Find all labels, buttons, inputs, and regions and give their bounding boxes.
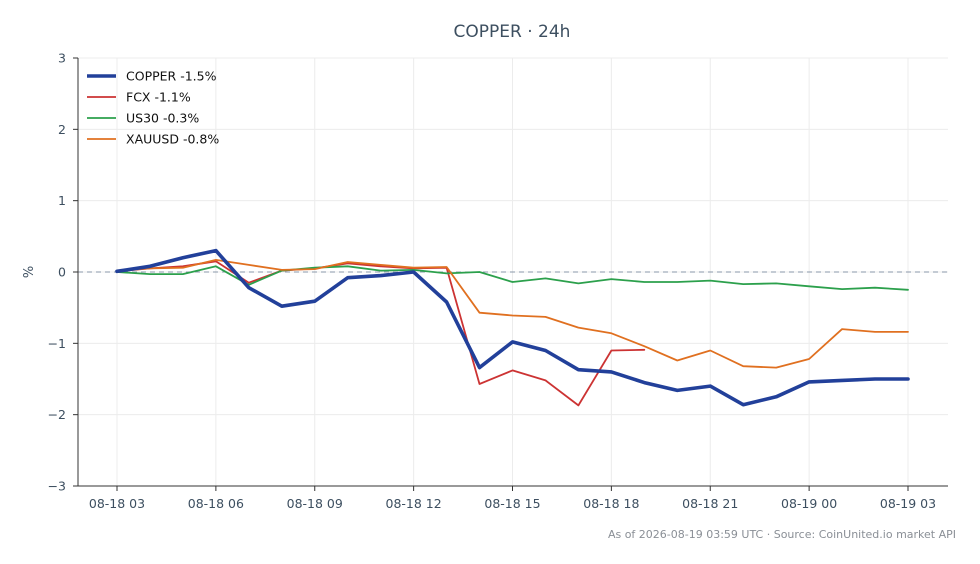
y-axis-label: %	[22, 266, 37, 278]
x-tick-label: 08-19 03	[880, 496, 936, 511]
series-line-fcx	[116, 260, 646, 407]
y-tick-label: 2	[58, 122, 66, 137]
y-tick-label: 1	[58, 193, 66, 208]
x-tick-label: 08-19 00	[781, 496, 837, 511]
x-tick-label: 08-18 18	[583, 496, 639, 511]
gridlines	[78, 57, 948, 487]
x-tick-label: 08-18 09	[287, 496, 343, 511]
series-line-us30	[116, 265, 909, 291]
axes	[73, 57, 948, 491]
y-tick-label: −3	[48, 479, 66, 494]
legend-label-copper: COPPER -1.5%	[126, 69, 217, 84]
y-tick-label: −2	[48, 407, 66, 422]
chart-title: COPPER · 24h	[454, 22, 571, 42]
series-line-copper	[115, 248, 910, 407]
footer-source: As of 2026-08-19 03:59 UTC · Source: Coi…	[608, 528, 956, 541]
x-tick-label: 08-18 06	[188, 496, 244, 511]
series-line-xauusd	[116, 258, 909, 369]
x-tick-label: 08-18 21	[682, 496, 738, 511]
legend-label-xauusd: XAUUSD -0.8%	[126, 132, 219, 147]
y-tick-label: 0	[58, 265, 66, 280]
y-tick-label: −1	[48, 336, 66, 351]
x-tick-label: 08-18 15	[484, 496, 540, 511]
tick-labels: 3 2 1 0 −1 −2 −3 08-18 03 08-18 06 08-18 09 08-18 …	[48, 51, 937, 512]
legend-label-fcx: FCX -1.1%	[126, 90, 191, 105]
y-tick-label: 3	[58, 51, 66, 66]
legend-label-us30: US30 -0.3%	[126, 111, 199, 126]
legend: COPPER -1.5% FCX -1.1% US30 -0.3% XAUUSD -0…	[87, 69, 219, 147]
x-tick-label: 08-18 12	[386, 496, 442, 511]
x-tick-label: 08-18 03	[89, 496, 145, 511]
series-lines	[115, 248, 910, 407]
